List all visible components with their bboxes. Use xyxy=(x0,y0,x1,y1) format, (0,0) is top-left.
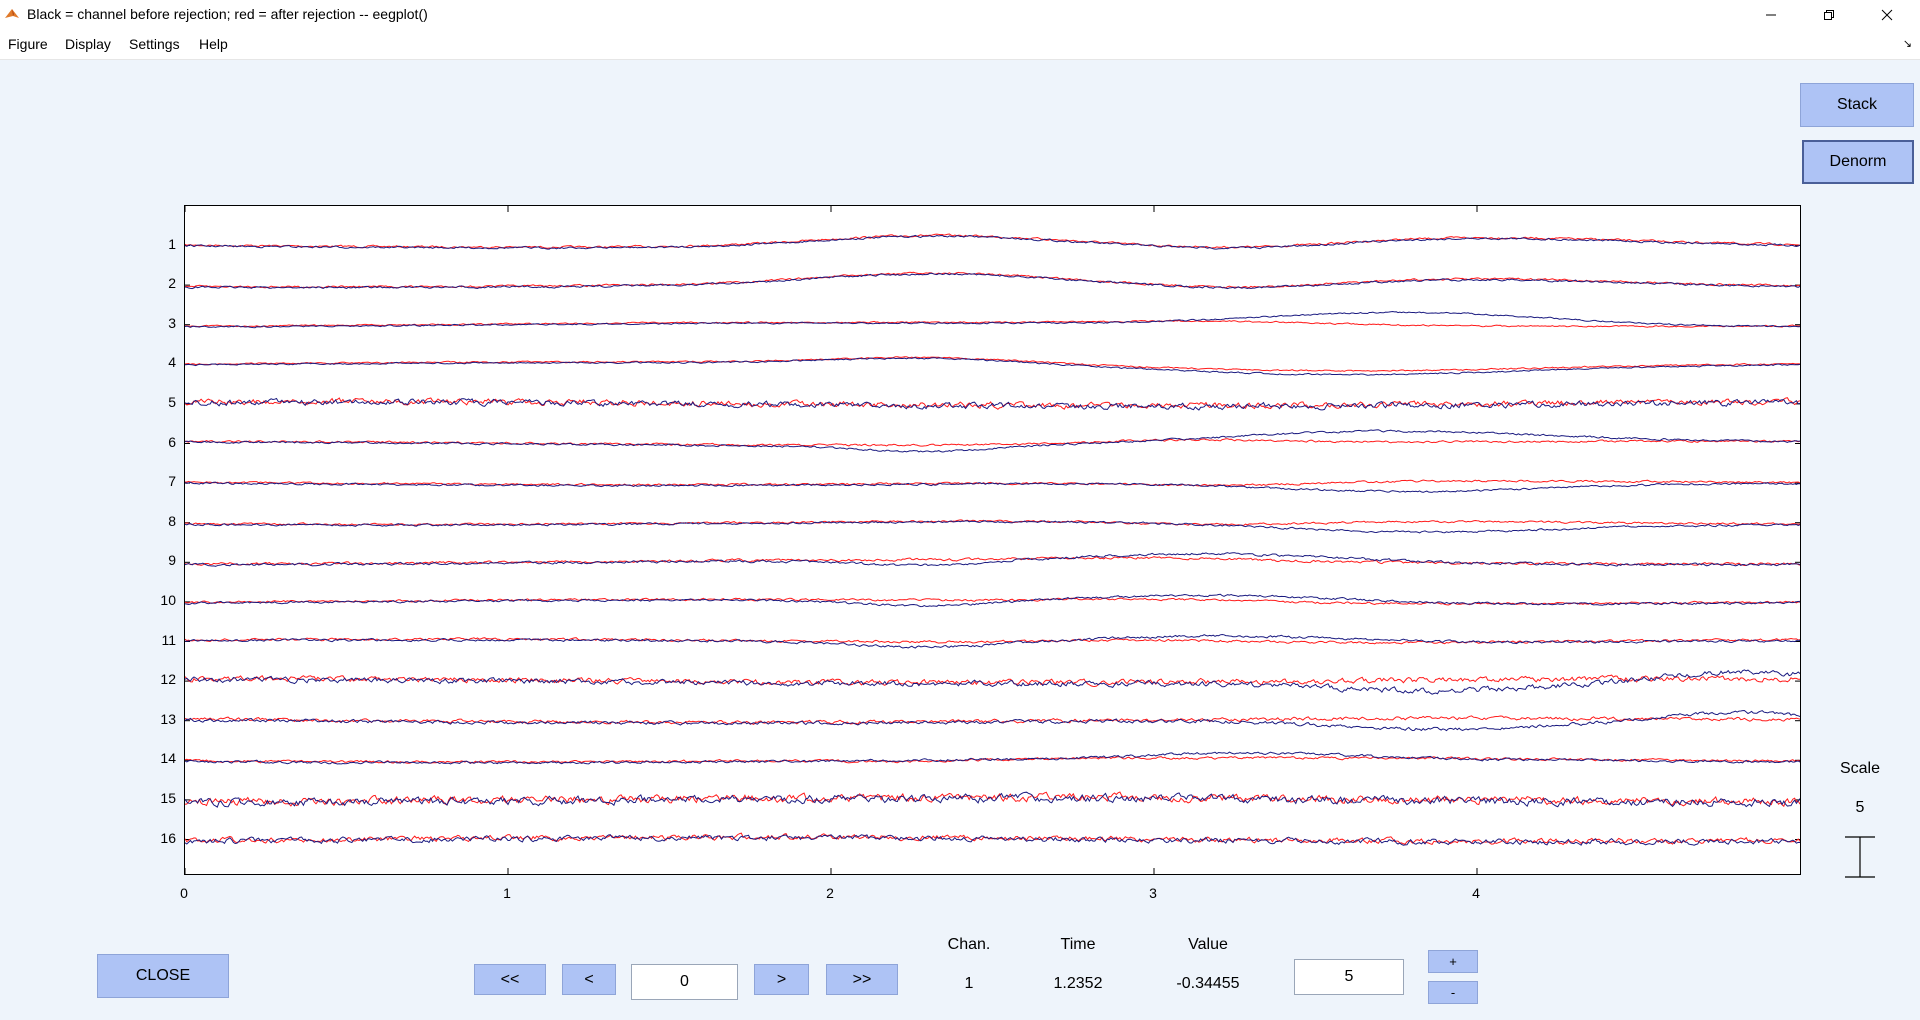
menu-bar: Figure Display Settings Help ↘ xyxy=(0,29,1920,60)
trace-before-ch7 xyxy=(185,481,1800,493)
channel-label-11: 11 xyxy=(161,631,176,648)
channel-label-2: 2 xyxy=(168,275,176,292)
x-tick-label-2: 2 xyxy=(826,885,834,901)
minimize-icon[interactable] xyxy=(1748,0,1794,29)
trace-after-ch8 xyxy=(185,519,1800,527)
scroll-next-button[interactable]: > xyxy=(754,964,809,995)
time-input[interactable]: 0 xyxy=(631,964,738,1000)
close-window-icon[interactable] xyxy=(1864,0,1910,29)
trace-after-ch12 xyxy=(185,674,1800,688)
channel-label-13: 13 xyxy=(160,710,176,727)
trace-after-ch9 xyxy=(185,556,1800,566)
matlab-app-icon xyxy=(4,6,20,22)
value-label: Value xyxy=(1188,936,1228,953)
x-tick-label-3: 3 xyxy=(1149,885,1157,901)
scale-input[interactable]: 5 xyxy=(1294,959,1404,995)
menu-display[interactable]: Display xyxy=(65,36,111,52)
trace-before-ch16 xyxy=(185,834,1800,846)
trace-before-ch14 xyxy=(185,751,1800,765)
restore-icon[interactable] xyxy=(1806,0,1852,29)
channel-label-4: 4 xyxy=(168,354,176,371)
menu-settings[interactable]: Settings xyxy=(129,36,180,52)
title-bar: Black = channel before rejection; red = … xyxy=(0,0,1920,29)
trace-before-ch11 xyxy=(185,633,1800,649)
scale-increase-button[interactable]: + xyxy=(1428,950,1478,973)
x-tick-label-1: 1 xyxy=(503,885,511,901)
menu-help[interactable]: Help xyxy=(199,36,228,52)
scale-bar-icon xyxy=(1845,836,1875,878)
trace-before-ch3 xyxy=(185,310,1800,329)
scale-value: 5 xyxy=(1855,799,1865,816)
value-readout: -0.34455 xyxy=(1176,975,1240,992)
trace-before-ch13 xyxy=(185,709,1800,732)
trace-before-ch4 xyxy=(185,357,1800,376)
scale-label: Scale xyxy=(1839,760,1881,777)
chan-label: Chan. xyxy=(947,936,991,953)
channel-label-16: 16 xyxy=(160,829,176,846)
trace-after-ch2 xyxy=(185,271,1800,289)
channel-label-10: 10 xyxy=(160,591,176,608)
scroll-last-button[interactable]: >> xyxy=(826,964,898,995)
trace-before-ch2 xyxy=(185,272,1800,290)
trace-after-ch13 xyxy=(185,715,1800,725)
trace-after-ch1 xyxy=(185,233,1800,249)
trace-before-ch1 xyxy=(185,234,1800,250)
time-label: Time xyxy=(1060,936,1096,953)
time-value: 1.2352 xyxy=(1053,975,1103,992)
channel-label-15: 15 xyxy=(160,789,176,806)
trace-before-ch6 xyxy=(185,429,1800,453)
channel-label-6: 6 xyxy=(168,433,176,450)
trace-before-ch5 xyxy=(185,397,1800,411)
scroll-prev-button[interactable]: < xyxy=(562,964,616,995)
trace-before-ch10 xyxy=(185,593,1800,608)
close-button[interactable]: CLOSE xyxy=(97,954,229,998)
channel-label-3: 3 xyxy=(168,314,176,331)
trace-after-ch3 xyxy=(185,319,1800,328)
channel-label-12: 12 xyxy=(160,671,176,688)
trace-after-ch16 xyxy=(185,832,1800,846)
channel-label-5: 5 xyxy=(168,393,176,410)
x-tick-label-4: 4 xyxy=(1472,885,1480,901)
channel-label-1: 1 xyxy=(168,235,176,252)
stack-button[interactable]: Stack xyxy=(1800,83,1914,127)
menu-figure[interactable]: Figure xyxy=(8,36,48,52)
eeg-plot-axes[interactable] xyxy=(184,205,1801,875)
x-tick-label-0: 0 xyxy=(180,885,188,901)
eeg-plot-svg xyxy=(185,206,1800,874)
scroll-first-button[interactable]: << xyxy=(474,964,546,995)
trace-before-ch12 xyxy=(185,669,1800,695)
dock-arrow-icon[interactable]: ↘ xyxy=(1902,38,1912,50)
channel-label-8: 8 xyxy=(168,512,176,529)
trace-after-ch15 xyxy=(185,791,1800,808)
chan-value: 1 xyxy=(964,975,974,992)
trace-before-ch9 xyxy=(185,552,1800,567)
trace-before-ch15 xyxy=(185,791,1800,808)
window-title: Black = channel before rejection; red = … xyxy=(27,6,428,22)
scale-decrease-button[interactable]: - xyxy=(1428,981,1478,1004)
channel-label-9: 9 xyxy=(168,552,176,569)
channel-label-14: 14 xyxy=(160,750,176,767)
trace-before-ch8 xyxy=(185,520,1800,534)
denorm-button[interactable]: Denorm xyxy=(1802,140,1914,184)
channel-label-7: 7 xyxy=(168,473,176,490)
